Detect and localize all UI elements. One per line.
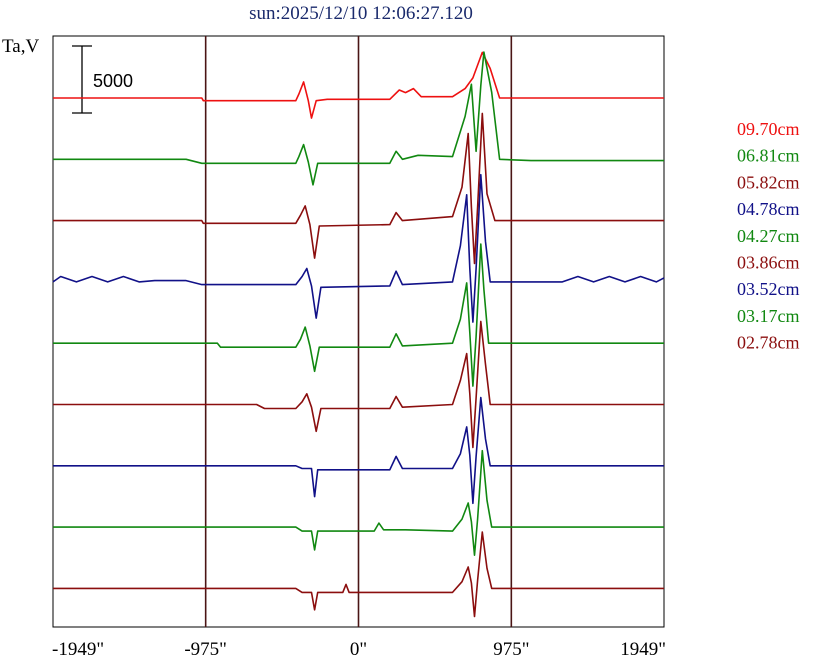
x-tick-label: 0" — [350, 639, 367, 660]
legend-entry: 03.17cm — [737, 306, 800, 326]
legend-entry: 03.52cm — [737, 279, 800, 299]
trace-05.82cm — [53, 112, 664, 265]
legend-entry: 02.78cm — [737, 333, 800, 353]
trace-06.81cm — [53, 51, 664, 186]
trace-02.78cm — [53, 531, 664, 618]
x-tick-label: -975" — [184, 639, 227, 660]
trace-04.27cm — [53, 243, 664, 387]
x-tick-label: 975" — [493, 639, 529, 660]
legend-entry: 05.82cm — [737, 172, 800, 192]
legend-entry: 09.70cm — [737, 119, 800, 139]
trace-03.52cm — [53, 396, 664, 505]
traces — [52, 51, 665, 618]
x-tick-labels: -1949" -975" 0" 975" 1949" — [52, 639, 666, 660]
scale-bar: 5000 — [72, 45, 133, 114]
trace-09.70cm — [53, 51, 664, 119]
x-tick-label: -1949" — [52, 639, 104, 660]
legend: 09.70cm 06.81cm 05.82cm 04.78cm 04.27cm 03.86… — [737, 119, 800, 353]
legend-entry: 04.27cm — [737, 226, 800, 246]
trace-04.78cm — [52, 173, 665, 323]
vertical-grid-lines — [204, 36, 513, 627]
legend-entry: 06.81cm — [737, 146, 800, 166]
trace-03.17cm — [53, 449, 664, 557]
y-axis-label: Ta,V — [2, 36, 39, 57]
trace-03.86cm — [53, 320, 664, 449]
x-tick-label: 1949" — [620, 639, 666, 660]
chart-title: sun:2025/12/10 12:06:27.120 — [249, 3, 473, 24]
scale-bar-label: 5000 — [93, 71, 133, 91]
legend-entry: 04.78cm — [737, 199, 800, 219]
legend-entry: 03.86cm — [737, 253, 800, 273]
